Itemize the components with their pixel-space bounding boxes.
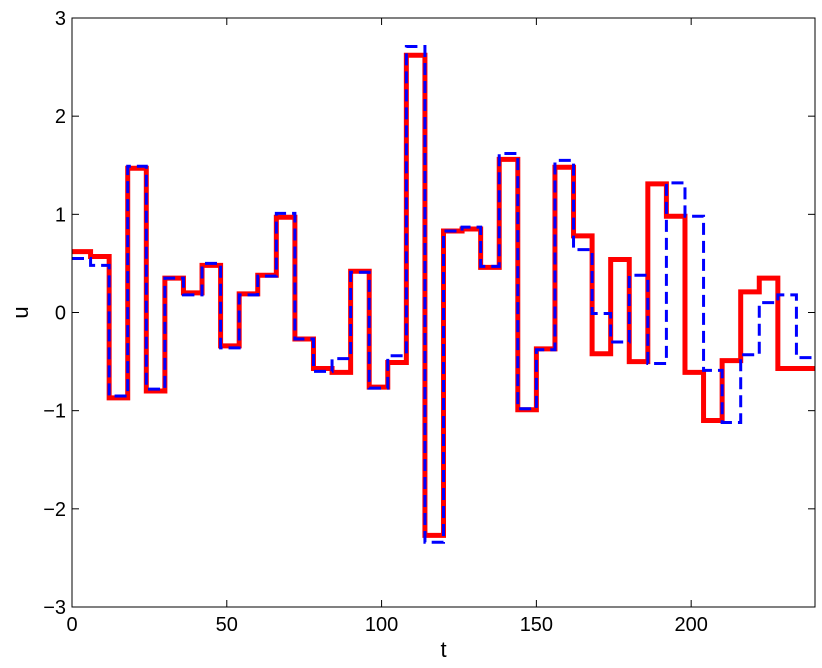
series-layer bbox=[72, 44, 815, 544]
x-tick-label: 200 bbox=[674, 614, 707, 636]
y-ticks: −3 −2 −1 0 1 2 3 bbox=[43, 8, 815, 619]
x-tick-label: 0 bbox=[66, 614, 77, 636]
x-tick-label: 50 bbox=[216, 614, 238, 636]
y-tick-label: −3 bbox=[43, 597, 66, 619]
y-tick-label: 2 bbox=[55, 106, 66, 128]
x-axis-label: t bbox=[440, 637, 446, 662]
y-axis-label: u bbox=[8, 306, 33, 318]
x-tick-label: 150 bbox=[520, 614, 553, 636]
y-tick-label: 0 bbox=[55, 303, 66, 325]
x-tick-label: 100 bbox=[365, 614, 398, 636]
y-tick-label: −2 bbox=[43, 499, 66, 521]
series-line-dashed bbox=[72, 44, 815, 544]
x-ticks: 0 50 100 150 200 bbox=[66, 18, 708, 636]
y-tick-label: 1 bbox=[55, 204, 66, 226]
y-tick-label: −1 bbox=[43, 401, 66, 423]
y-tick-label: 3 bbox=[55, 8, 66, 30]
